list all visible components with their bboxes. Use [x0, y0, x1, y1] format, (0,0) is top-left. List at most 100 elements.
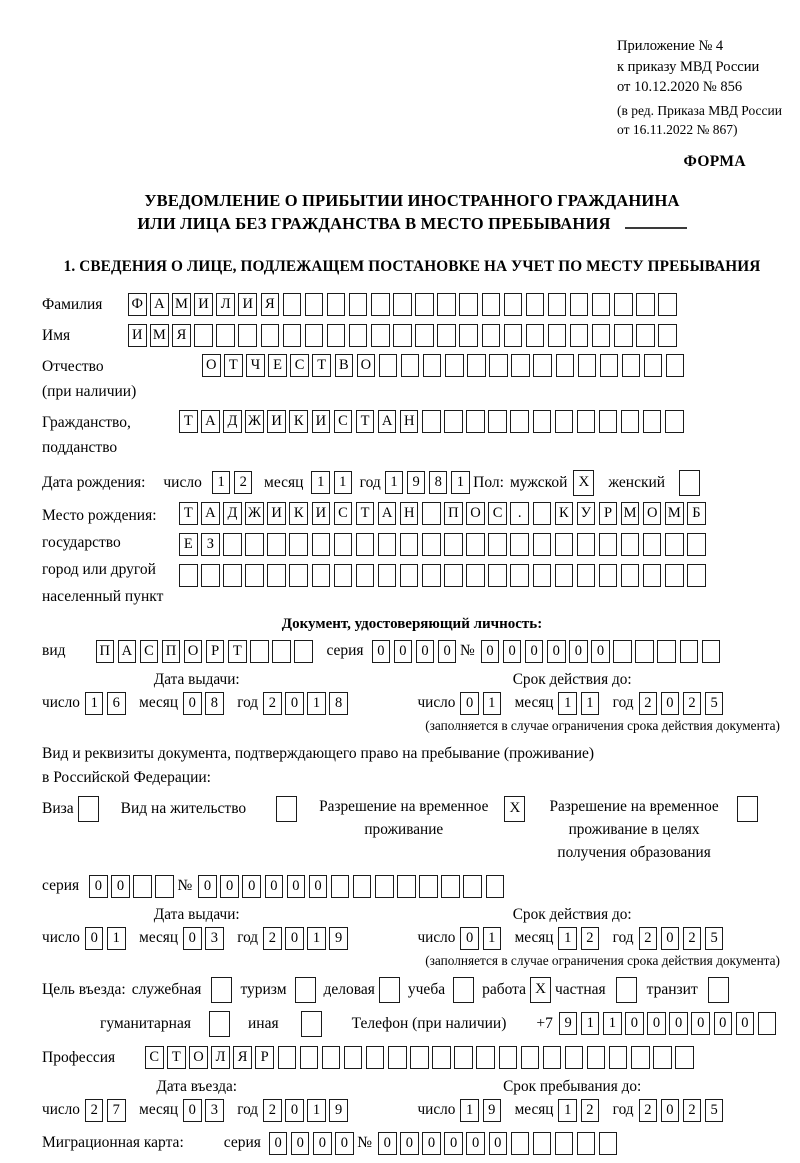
char-cell[interactable]: С — [145, 1045, 164, 1069]
char-cell[interactable] — [467, 353, 486, 377]
char-cell[interactable]: Д — [223, 409, 242, 433]
purpose-other-checkbox[interactable] — [300, 1010, 322, 1037]
char-cell[interactable]: Т — [167, 1045, 186, 1069]
char-cell[interactable]: Н — [399, 409, 419, 433]
char-cell[interactable] — [511, 353, 530, 377]
char-cell[interactable] — [525, 292, 545, 316]
char-cell[interactable] — [488, 563, 507, 587]
char-cell[interactable]: Т — [224, 353, 243, 377]
char-cell[interactable]: 0 — [220, 874, 239, 898]
char-cell[interactable]: 1 — [211, 471, 231, 495]
char-cell[interactable] — [642, 532, 662, 556]
char-cell[interactable] — [422, 353, 442, 377]
char-cell[interactable]: 0 — [502, 639, 522, 663]
char-cell[interactable] — [620, 563, 640, 587]
residence-permit-checkbox[interactable] — [276, 795, 298, 822]
char-cell[interactable] — [598, 532, 618, 556]
char-cell[interactable]: С — [333, 409, 353, 433]
char-cell[interactable]: 0 — [285, 926, 304, 950]
char-cell[interactable] — [547, 292, 567, 316]
char-cell[interactable]: К — [289, 501, 308, 525]
purpose-official-checkbox[interactable] — [211, 976, 233, 1003]
char-cell[interactable]: 9 — [329, 926, 348, 950]
char-cell[interactable]: К — [554, 501, 574, 525]
char-cell[interactable] — [675, 1045, 694, 1069]
char-cell[interactable]: 2 — [84, 1098, 104, 1122]
char-cell[interactable] — [282, 323, 302, 347]
char-cell[interactable]: 1 — [84, 691, 104, 715]
char-cell[interactable] — [355, 532, 375, 556]
char-cell[interactable] — [333, 532, 353, 556]
char-cell[interactable]: Д — [223, 501, 242, 525]
char-cell[interactable] — [289, 563, 308, 587]
char-cell[interactable]: 8 — [329, 691, 348, 715]
char-cell[interactable] — [599, 353, 619, 377]
char-cell[interactable]: А — [201, 409, 220, 433]
char-cell[interactable]: 0 — [591, 639, 610, 663]
char-cell[interactable] — [348, 292, 368, 316]
char-cell[interactable] — [757, 1012, 777, 1036]
char-cell[interactable] — [653, 1045, 672, 1069]
char-cell[interactable]: Р — [205, 639, 225, 663]
char-cell[interactable] — [422, 532, 441, 556]
char-cell[interactable] — [437, 323, 456, 347]
char-cell[interactable]: 2 — [638, 926, 658, 950]
char-cell[interactable]: К — [289, 409, 308, 433]
char-cell[interactable] — [378, 353, 398, 377]
char-cell[interactable]: М — [150, 323, 169, 347]
char-cell[interactable] — [277, 1045, 297, 1069]
char-cell[interactable] — [415, 323, 434, 347]
char-cell[interactable]: 9 — [558, 1012, 578, 1036]
char-cell[interactable]: О — [202, 353, 221, 377]
char-cell[interactable] — [311, 563, 331, 587]
char-cell[interactable]: Р — [255, 1045, 274, 1069]
char-cell[interactable] — [576, 409, 596, 433]
char-cell[interactable] — [133, 874, 152, 898]
char-cell[interactable]: И — [194, 292, 213, 316]
char-cell[interactable]: 0 — [313, 1131, 332, 1155]
char-cell[interactable]: 9 — [406, 471, 426, 495]
char-cell[interactable] — [445, 353, 464, 377]
char-cell[interactable] — [488, 532, 507, 556]
char-cell[interactable] — [393, 292, 412, 316]
char-cell[interactable]: О — [356, 353, 376, 377]
char-cell[interactable]: А — [117, 639, 137, 663]
char-cell[interactable]: И — [267, 409, 286, 433]
char-cell[interactable]: 0 — [437, 639, 457, 663]
char-cell[interactable] — [397, 874, 416, 898]
char-cell[interactable]: 0 — [84, 926, 104, 950]
char-cell[interactable] — [282, 292, 302, 316]
char-cell[interactable] — [365, 1045, 385, 1069]
char-cell[interactable]: 2 — [580, 926, 600, 950]
char-cell[interactable]: Я — [172, 323, 191, 347]
char-cell[interactable] — [260, 323, 280, 347]
char-cell[interactable]: 0 — [378, 1131, 397, 1155]
char-cell[interactable]: О — [183, 639, 203, 663]
char-cell[interactable]: 1 — [482, 926, 502, 950]
char-cell[interactable] — [371, 292, 390, 316]
purpose-tourism-checkbox[interactable] — [294, 976, 316, 1003]
char-cell[interactable]: 0 — [371, 639, 391, 663]
char-cell[interactable]: 0 — [524, 639, 544, 663]
char-cell[interactable]: Т — [355, 501, 375, 525]
char-cell[interactable] — [223, 563, 242, 587]
char-cell[interactable] — [481, 292, 500, 316]
char-cell[interactable]: 1 — [580, 691, 600, 715]
char-cell[interactable]: 1 — [603, 1012, 622, 1036]
char-cell[interactable]: 0 — [660, 691, 680, 715]
char-cell[interactable]: Ф — [128, 292, 147, 316]
char-cell[interactable] — [498, 1045, 517, 1069]
char-cell[interactable]: 0 — [308, 874, 328, 898]
purpose-work-checkbox[interactable]: X — [530, 976, 551, 1003]
char-cell[interactable]: 0 — [111, 874, 130, 898]
char-cell[interactable] — [343, 1045, 363, 1069]
char-cell[interactable]: 1 — [107, 926, 126, 950]
char-cell[interactable]: П — [161, 639, 181, 663]
char-cell[interactable]: 0 — [480, 639, 500, 663]
char-cell[interactable]: 5 — [704, 926, 724, 950]
char-cell[interactable] — [410, 1045, 429, 1069]
char-cell[interactable]: 8 — [205, 691, 224, 715]
char-cell[interactable]: 2 — [682, 1098, 702, 1122]
char-cell[interactable] — [488, 409, 507, 433]
char-cell[interactable]: 1 — [451, 471, 470, 495]
